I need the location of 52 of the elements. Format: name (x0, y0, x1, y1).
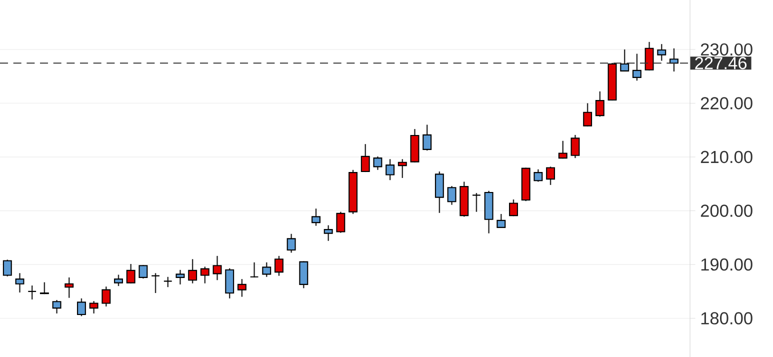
candlestick (126, 263, 136, 284)
candlestick (15, 272, 24, 294)
y-tick-label: 200.00 (700, 204, 752, 217)
candlestick (237, 278, 246, 298)
candlestick (398, 158, 407, 179)
candlestick (52, 299, 62, 314)
candlestick (176, 269, 185, 286)
candlestick (299, 260, 308, 289)
candlestick (324, 224, 333, 242)
candlestick (188, 258, 198, 284)
y-tick-label: 230.00 (700, 43, 752, 56)
candlestick (570, 134, 580, 159)
candlestick (534, 168, 543, 182)
candlestick (225, 268, 234, 299)
y-tick-label: 220.00 (700, 97, 752, 110)
candlestick (632, 53, 642, 82)
candlestick (151, 272, 160, 294)
candlestick (262, 262, 272, 278)
candlestick (422, 124, 432, 152)
candlestick (595, 90, 604, 118)
candlestick (583, 102, 592, 127)
candlestick (312, 208, 320, 226)
candlestick (250, 262, 259, 278)
candlestick (114, 274, 123, 287)
candlestick (546, 166, 556, 186)
candlestick (163, 276, 172, 288)
candlestick (434, 170, 444, 214)
candlestick (472, 192, 481, 212)
candlestick (286, 233, 296, 254)
y-tick-label: 180.00 (701, 312, 752, 324)
candlestick (89, 300, 98, 314)
ref-line-label: 227.46 (695, 56, 747, 70)
y-tick-label: 190.00 (701, 258, 752, 271)
candlestick (200, 266, 210, 284)
candlestick (28, 284, 37, 300)
candlestick (64, 276, 74, 298)
candlestick (373, 156, 382, 170)
candlestick (386, 158, 395, 181)
candlestick (496, 213, 506, 229)
candlestick (274, 255, 284, 276)
candlestick (76, 298, 86, 317)
candlestick (509, 198, 518, 217)
candlestick (2, 259, 12, 277)
y-tick-label: 210.00 (700, 150, 752, 164)
candlestick (360, 143, 370, 173)
candlestick (212, 255, 222, 281)
candlestick (558, 140, 568, 160)
candlestick (447, 185, 456, 206)
candlestick (138, 264, 148, 280)
candlestick (102, 286, 111, 308)
candlestick (657, 43, 666, 62)
candlestick (336, 211, 346, 234)
